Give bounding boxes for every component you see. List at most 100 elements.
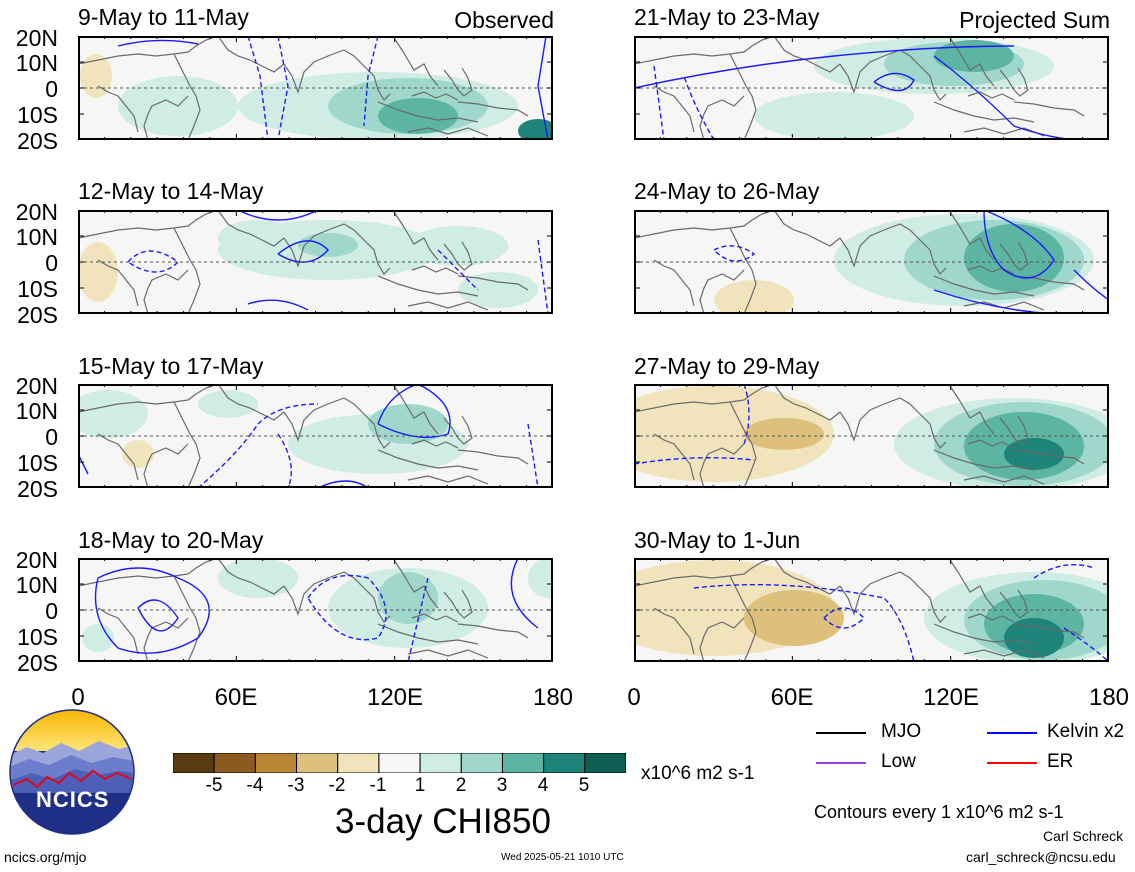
chi850-anomaly-shading xyxy=(122,440,154,468)
coastline xyxy=(217,36,285,73)
map-panel-projected-1 xyxy=(634,36,1109,140)
chi850-anomaly-shading xyxy=(744,590,844,646)
lon-label: 120E xyxy=(366,684,424,711)
chi850-anomaly-shading xyxy=(1004,618,1064,658)
coastline xyxy=(653,607,695,655)
coastline xyxy=(217,210,285,247)
colorbar-tick-label: 2 xyxy=(455,775,467,796)
coastline xyxy=(173,227,201,314)
coastline xyxy=(933,101,1035,123)
kelvin-contour-negative xyxy=(247,36,269,140)
chi850-anomaly-shading xyxy=(78,390,148,438)
logo-text: NCICS xyxy=(36,787,110,812)
legend-low-line xyxy=(816,762,866,764)
map-panel-observed-3 xyxy=(78,384,553,488)
kelvin-contour-positive xyxy=(247,299,309,311)
lat-label: 0 xyxy=(45,76,58,102)
coastline xyxy=(699,617,745,662)
kelvin-contour-negative xyxy=(277,36,289,140)
kelvin-contour-negative xyxy=(127,250,180,273)
chi850-anomaly-shading xyxy=(378,572,438,624)
coastline xyxy=(999,589,1029,619)
colorbar-swatch xyxy=(543,753,586,773)
kelvin-contour-positive xyxy=(137,599,179,632)
kelvin-contour-positive xyxy=(873,72,915,92)
coastline xyxy=(78,210,219,239)
lat-label: 10S xyxy=(17,102,58,128)
coastline xyxy=(999,67,1029,97)
coastline xyxy=(411,91,459,101)
colorbar-swatch xyxy=(173,753,215,773)
coastline xyxy=(933,449,1035,471)
lon-label: 120E xyxy=(922,684,980,711)
colorbar-swatch xyxy=(378,753,421,773)
lat-label: 10N xyxy=(15,572,58,598)
coastline xyxy=(634,210,775,239)
lat-label: 10N xyxy=(15,398,58,424)
map-panel-observed-1 xyxy=(78,36,553,140)
lat-label: 0 xyxy=(45,424,58,450)
coastline xyxy=(457,275,529,291)
coastline xyxy=(173,575,201,662)
kelvin-contour-negative xyxy=(437,249,479,291)
coastline xyxy=(729,53,757,140)
colorbar-tick-label: 1 xyxy=(414,775,426,796)
kelvin-contour-negative xyxy=(683,75,715,140)
legend-er-label: ER xyxy=(1047,751,1074,772)
chi850-anomaly-shading xyxy=(80,54,112,98)
kelvin-contour-positive xyxy=(94,567,210,654)
coastline xyxy=(173,401,201,488)
projected-label: Projected Sum xyxy=(959,7,1110,33)
footer-url[interactable]: ncics.org/mjo xyxy=(4,849,87,865)
chi850-anomaly-shading xyxy=(78,242,118,302)
coastline xyxy=(393,37,439,87)
chi850-anomaly-shading xyxy=(528,558,553,598)
coastline xyxy=(457,101,529,117)
coastline xyxy=(933,623,1035,645)
panel-title: 12-May to 14-May xyxy=(78,178,264,204)
panel-title: 18-May to 20-May xyxy=(78,527,264,553)
panel-title: 24-May to 26-May xyxy=(634,178,820,204)
lat-label: 20S xyxy=(17,476,58,502)
coastline xyxy=(839,49,921,94)
coastline xyxy=(699,269,745,314)
coastline xyxy=(407,127,489,137)
panel-title: 30-May to 1-Jun xyxy=(634,527,801,553)
map-panel-projected-3 xyxy=(634,384,1109,488)
coastline xyxy=(933,275,1035,297)
coastline xyxy=(634,36,775,65)
coastline xyxy=(78,36,219,65)
coastline xyxy=(143,443,189,488)
coastline xyxy=(457,449,529,465)
legend-kelvin-label: Kelvin x2 xyxy=(1047,721,1125,742)
lon-label: 0 xyxy=(627,684,641,711)
footer-author: Carl Schreck xyxy=(1043,828,1124,844)
lon-label: 180 xyxy=(532,684,574,711)
lat-label: 20N xyxy=(15,547,58,573)
coastline xyxy=(377,449,479,471)
chi850-anomaly-shading xyxy=(82,624,114,652)
contour-note: Contours every 1 x10^6 m2 s-1 xyxy=(814,802,1064,822)
coastline xyxy=(919,413,947,449)
main-title: 3-day CHI850 xyxy=(335,802,551,841)
colorbar-swatch xyxy=(419,753,462,773)
colorbar-units: x10^6 m2 s-1 xyxy=(641,763,755,784)
coastline xyxy=(729,575,757,662)
coastline xyxy=(729,401,757,488)
lat-label: 20N xyxy=(15,199,58,225)
panel-title: 9-May to 11-May xyxy=(78,4,249,30)
coastline xyxy=(967,91,1015,101)
kelvin-contour-negative xyxy=(653,65,665,140)
footer-email[interactable]: carl_schreck@ncsu.edu xyxy=(966,849,1116,865)
coastline xyxy=(377,275,479,297)
lat-label: 10N xyxy=(15,224,58,250)
chi850-anomaly-shading xyxy=(744,418,824,450)
colorbar-tick-label: -3 xyxy=(287,775,305,796)
legend-low-label: Low xyxy=(881,751,916,772)
coastline xyxy=(411,613,459,623)
kelvin-contour-negative xyxy=(713,245,756,262)
colorbar-tick-label: -5 xyxy=(205,775,223,796)
lat-label: 10S xyxy=(17,624,58,650)
coastline xyxy=(634,558,775,587)
coastline xyxy=(999,241,1029,271)
